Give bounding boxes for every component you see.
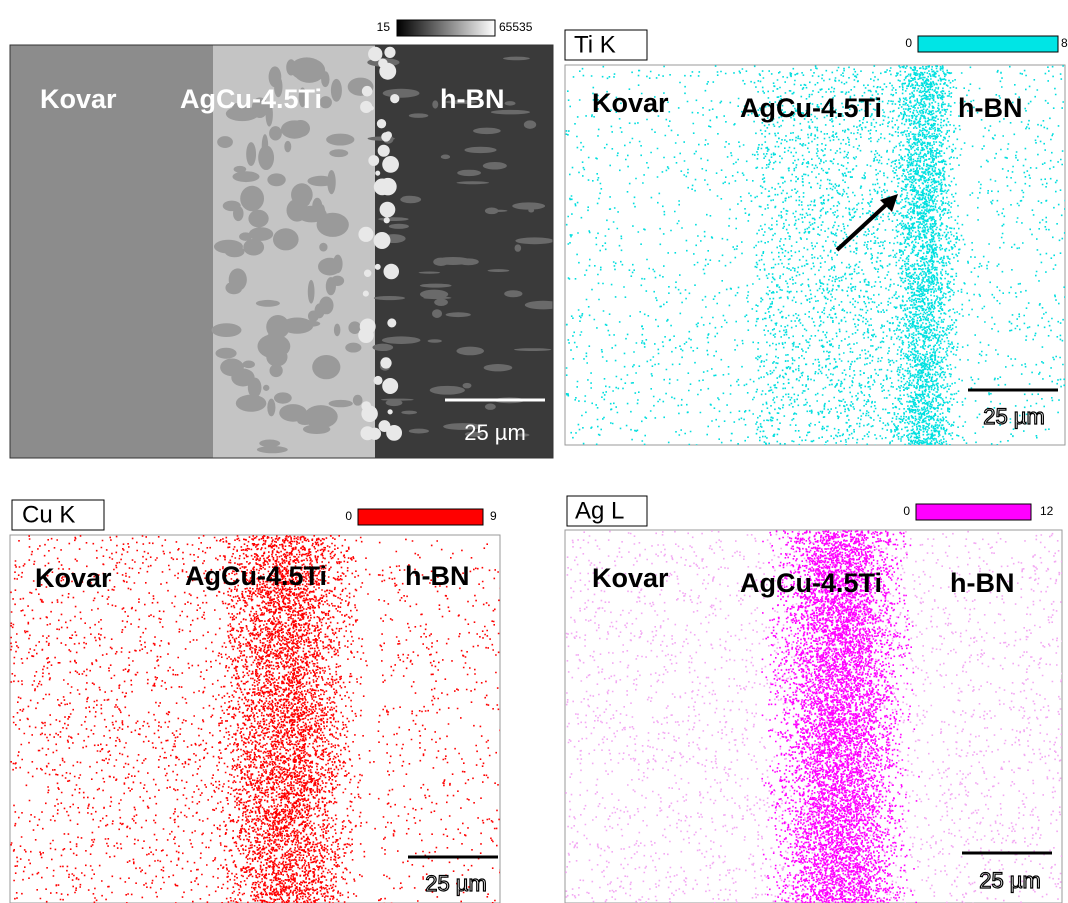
figure: 15 65535 Kovar AgCu-4.5Ti h-BN 25 µm Ti …: [0, 0, 1068, 903]
colorbar-min: 0: [905, 36, 912, 50]
colorbar-max: 9: [490, 509, 497, 523]
region-label: Kovar: [35, 563, 112, 593]
colorbar-max: 8: [1061, 36, 1068, 50]
element-label: Ti K: [574, 31, 616, 58]
colorbar: [918, 36, 1058, 52]
colorbar-max: 65535: [499, 20, 533, 34]
colorbar: [916, 504, 1031, 520]
colorbar: [358, 509, 483, 525]
region-label: h-BN: [958, 93, 1022, 123]
colorbar-max: 12: [1040, 504, 1054, 518]
region-label: h-BN: [950, 568, 1014, 598]
scale-label: 25 µm: [425, 871, 487, 896]
region-label: AgCu-4.5Ti: [740, 93, 882, 123]
region-label: AgCu-4.5Ti: [180, 84, 322, 114]
region-label: Kovar: [40, 84, 117, 114]
scale-label: 25 µm: [983, 404, 1045, 429]
region-label: h-BN: [405, 561, 469, 591]
colorbar-min: 0: [903, 504, 910, 518]
element-label: Ag L: [575, 497, 624, 524]
colorbar-min: 0: [345, 509, 352, 523]
scale-label: 25 µm: [464, 420, 526, 445]
region-label: Kovar: [592, 563, 669, 593]
colorbar: [397, 20, 495, 36]
region-label: AgCu-4.5Ti: [185, 561, 327, 591]
region-label: AgCu-4.5Ti: [740, 568, 882, 598]
scale-label: 25 µm: [979, 868, 1041, 893]
element-label: Cu K: [22, 501, 75, 528]
colorbar-min: 15: [377, 20, 391, 34]
region-label: h-BN: [440, 84, 504, 114]
region-label: Kovar: [592, 88, 669, 118]
